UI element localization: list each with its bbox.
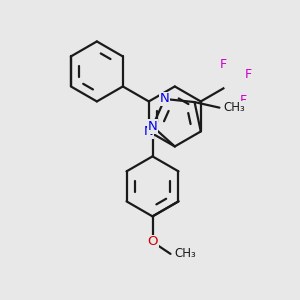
Text: F: F (219, 58, 226, 71)
Text: O: O (147, 236, 158, 248)
Text: F: F (244, 68, 251, 81)
Text: N: N (144, 125, 154, 138)
Text: CH₃: CH₃ (174, 248, 196, 260)
Text: F: F (240, 94, 247, 107)
Text: N: N (148, 120, 158, 133)
Text: CH₃: CH₃ (223, 101, 245, 114)
Text: N: N (160, 92, 169, 106)
